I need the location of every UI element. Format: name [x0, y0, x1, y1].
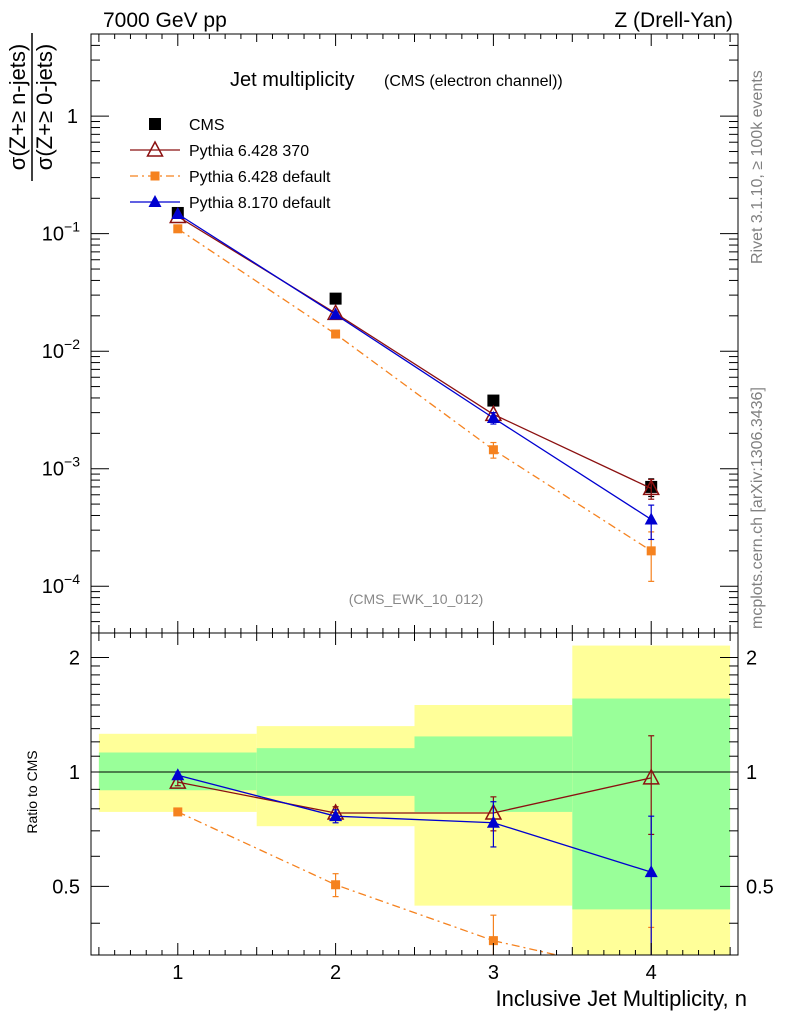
main-y-tick-label: 10−3 — [42, 454, 80, 481]
legend-label-cms: CMS — [189, 117, 225, 134]
ratio-line-p6_default — [177, 811, 560, 955]
data-point-p8 — [329, 307, 343, 320]
x-tick-label: 2 — [330, 962, 341, 984]
tick-exponent: −2 — [64, 336, 80, 352]
tick-base: 10 — [42, 341, 64, 363]
main-y-tick-label: 10−4 — [42, 571, 80, 598]
y-label-denominator: σ(Z+≥ 0-jets) — [32, 44, 57, 171]
x-tick-label: 1 — [172, 962, 183, 984]
y-label-numerator: σ(Z+≥ n-jets) — [5, 44, 30, 171]
series-cms — [171, 206, 658, 498]
ratio-point-p6_default — [173, 807, 183, 817]
ratio-y-tick-label-right: 1 — [746, 762, 757, 784]
ratio-point-p8 — [644, 865, 658, 878]
data-point-p6_default — [173, 224, 183, 234]
tick-exponent: −4 — [64, 571, 80, 587]
data-point-p6_default — [331, 329, 341, 339]
legend-entry-cms: CMS — [149, 117, 225, 134]
data-point-p6_default — [488, 445, 498, 455]
data-point-p8 — [171, 207, 185, 220]
ratio-y-tick-label-right: 2 — [746, 648, 757, 670]
legend-entry-p6_default: Pythia 6.428 default — [130, 169, 331, 186]
data-point-p8 — [486, 411, 500, 424]
header-process-label: Z (Drell-Yan) — [614, 9, 733, 32]
ratio-series-p8 — [171, 768, 658, 955]
legend-marker-p8 — [148, 195, 162, 207]
rivet-version-label: Rivet 3.1.10, ≥ 100k events — [749, 70, 766, 264]
tick-exponent: −3 — [64, 454, 80, 470]
series-p6_default — [173, 224, 656, 582]
tick-base: 10 — [42, 459, 64, 481]
ratio-point-p8 — [329, 809, 343, 822]
main-panel: 110−110−210−310−4 Jet multiplicity (CMS … — [42, 33, 739, 634]
legend-label-p8: Pythia 8.170 default — [189, 195, 331, 212]
ratio-panel: 1 2 3 4 0.5 0.5 1 1 2 2 Ratio to CMS Inclusive Je… — [24, 632, 774, 1011]
ratio-point-p8 — [486, 815, 500, 828]
series-p8 — [171, 207, 658, 541]
ratio-y-tick-label-right: 0.5 — [746, 876, 774, 898]
legend-marker-cms — [149, 118, 161, 130]
data-point-cms — [329, 292, 342, 305]
main-y-axis-label: σ(Z+≥ n-jets) σ(Z+≥ 0-jets) — [5, 33, 57, 181]
ratio-point-p6_370 — [169, 772, 187, 789]
tick-exponent: −1 — [64, 219, 80, 235]
legend-label-p6_370: Pythia 6.428 370 — [189, 143, 309, 160]
series-line-p8 — [177, 213, 652, 521]
ratio-point-p6_default — [331, 880, 341, 890]
main-y-tick-label: 1 — [67, 106, 78, 128]
tick-base: 10 — [42, 224, 64, 246]
header-energy-label: 7000 GeV pp — [103, 9, 227, 32]
ratio-y-tick-label: 2 — [69, 648, 80, 670]
x-axis-label: Inclusive Jet Multiplicity, n — [496, 986, 747, 1011]
ratio-uncertainty-bands — [98, 645, 731, 955]
ratio-point-p6_default — [488, 936, 498, 946]
series-line-p6_370 — [177, 215, 652, 489]
ratio-line-p8 — [177, 774, 652, 873]
legend: CMS Pythia 6.428 370 Pythia 6.428 default P… — [130, 117, 331, 212]
plot-title: Jet multiplicity — [230, 69, 354, 91]
main-y-tick-label: 10−1 — [42, 219, 80, 246]
legend-marker-p6_370 — [146, 140, 164, 157]
legend-entry-p6_370: Pythia 6.428 370 — [130, 140, 309, 160]
ratio-axis-ticks: 1 2 3 4 0.5 0.5 1 1 2 2 — [52, 633, 774, 984]
analysis-id-label: (CMS_EWK_10_012) — [349, 591, 484, 607]
main-axis-ticks: 110−110−210−310−4 — [42, 33, 738, 634]
tick-base: 10 — [42, 576, 64, 598]
data-point-p6_370 — [642, 478, 660, 496]
legend-entry-p8: Pythia 8.170 default — [130, 195, 331, 212]
ratio-y-tick-label: 0.5 — [52, 876, 80, 898]
legend-label-p6_default: Pythia 6.428 default — [189, 169, 331, 186]
mcplots-label: mcplots.cern.ch [arXiv:1306.3436] — [749, 387, 766, 629]
x-tick-label: 4 — [646, 962, 657, 984]
data-point-p6_default — [646, 546, 656, 556]
data-point-p8 — [644, 512, 658, 525]
main-series-layer — [169, 206, 660, 582]
plot-subtitle: (CMS (electron channel)) — [384, 73, 563, 90]
series-line-p6_default — [177, 228, 652, 552]
ratio-y-tick-label: 1 — [69, 762, 80, 784]
ratio-point-p6_370 — [642, 768, 660, 785]
legend-marker-p6_default — [150, 171, 160, 181]
x-tick-label: 3 — [488, 962, 499, 984]
main-y-tick-label: 10−2 — [42, 336, 80, 363]
ratio-point-p8 — [171, 768, 185, 781]
ratio-series-layer — [169, 735, 660, 955]
series-p6_370 — [169, 206, 660, 500]
tick-base: 1 — [67, 106, 78, 128]
ratio-y-axis-label: Ratio to CMS — [24, 750, 40, 833]
ratio-line-p6_370 — [177, 777, 652, 814]
data-point-cms — [487, 394, 500, 407]
